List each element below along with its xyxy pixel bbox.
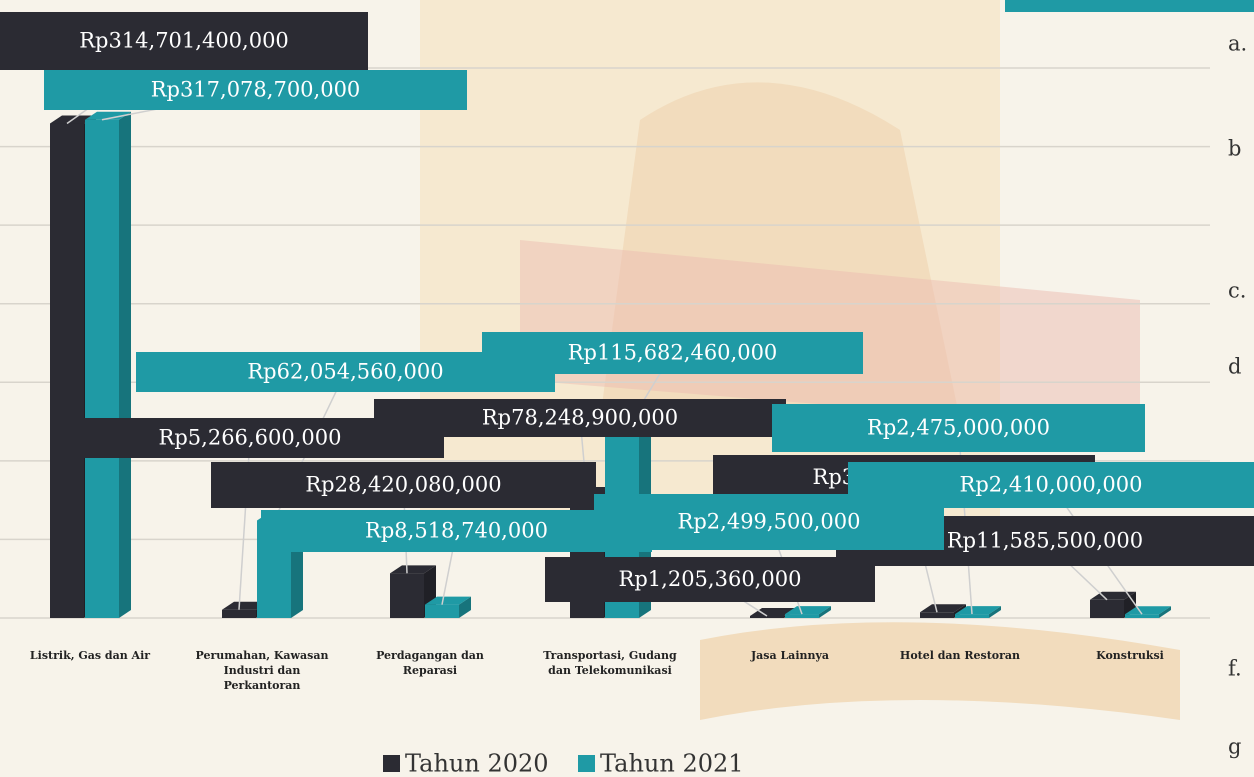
category-label: Perumahan, Kawasan Industri dan Perkanto…	[195, 649, 329, 692]
category-label: Jasa Lainnya	[750, 649, 830, 662]
data-label: Rp317,078,700,000	[151, 78, 361, 102]
label-box	[545, 557, 875, 602]
data-label: Rp5,266,600,000	[159, 426, 342, 450]
bar-top	[390, 565, 436, 574]
data-label: Rp1,205,360,000	[619, 567, 802, 591]
side-item: a.	[1228, 32, 1247, 56]
bar	[750, 616, 784, 618]
bar-top	[85, 111, 131, 120]
category-label: Transportasi, Gudang dan Telekomunikasi	[543, 649, 677, 677]
label-box	[211, 462, 596, 508]
side-item: g	[1228, 735, 1241, 759]
legend-swatch	[383, 755, 400, 772]
bar	[50, 123, 84, 618]
data-label: Rp8,518,740,000	[365, 519, 548, 543]
bar	[425, 604, 459, 618]
bar	[1125, 614, 1159, 618]
label-box	[374, 399, 786, 437]
bar	[85, 119, 119, 619]
bar-top	[425, 596, 471, 605]
data-label: Rp62,054,560,000	[247, 360, 443, 384]
data-labels: Rp314,701,400,000 Rp5,266,600,000 Rp28,420…	[0, 12, 1254, 617]
label-box	[772, 404, 1145, 452]
bar-top	[920, 604, 966, 613]
bar	[390, 573, 424, 618]
label-box	[0, 12, 368, 70]
bar	[222, 609, 256, 618]
watermark-shape	[420, 0, 1000, 520]
label-box	[261, 510, 652, 552]
side-item: b	[1228, 137, 1241, 161]
legend-label: Tahun 2021	[600, 750, 744, 777]
category-label: Konstruksi	[1096, 649, 1164, 662]
side-item: f.	[1228, 657, 1242, 681]
data-label: Rp28,420,080,000	[305, 473, 501, 497]
bar-top	[222, 601, 268, 610]
bar-top	[1125, 606, 1171, 615]
bar	[1090, 599, 1124, 618]
bar	[785, 614, 819, 618]
side-item: d	[1228, 355, 1241, 379]
label-box	[848, 462, 1254, 508]
label-box	[482, 332, 863, 374]
data-label: Rp11,585,500,000	[947, 529, 1143, 553]
bar-side	[989, 606, 1001, 618]
side-list: a. b c. d f. g	[1228, 32, 1247, 759]
bar	[920, 612, 954, 618]
data-label: Rp115,682,460,000	[568, 341, 778, 365]
header-bar	[1005, 0, 1254, 12]
category-label: Perdagangan dan Reparasi	[376, 649, 484, 677]
watermark-shape	[700, 622, 1180, 720]
bar-top	[785, 606, 831, 615]
category-label: Hotel dan Restoran	[899, 649, 1021, 662]
category-label: Listrik, Gas dan Air	[29, 649, 151, 662]
bar-side	[119, 111, 131, 619]
data-label: Rp2,499,500,000	[678, 510, 861, 534]
bar-top	[955, 606, 1001, 615]
legend-label: Tahun 2020	[405, 750, 549, 777]
bar-side	[819, 606, 831, 618]
legend: Tahun 2020 Tahun 2021	[383, 750, 744, 777]
data-label: Rp78,248,900,000	[482, 406, 678, 430]
data-label: Rp2,475,000,000	[867, 416, 1050, 440]
bar-top	[750, 608, 796, 616]
bar-side	[1159, 606, 1171, 618]
bar	[955, 614, 989, 618]
bar-side	[459, 596, 471, 618]
label-box	[44, 70, 467, 110]
legend-swatch	[578, 755, 595, 772]
side-item: c.	[1228, 279, 1246, 303]
data-label: Rp2,410,000,000	[960, 473, 1143, 497]
data-label: Rp314,701,400,000	[79, 29, 289, 53]
